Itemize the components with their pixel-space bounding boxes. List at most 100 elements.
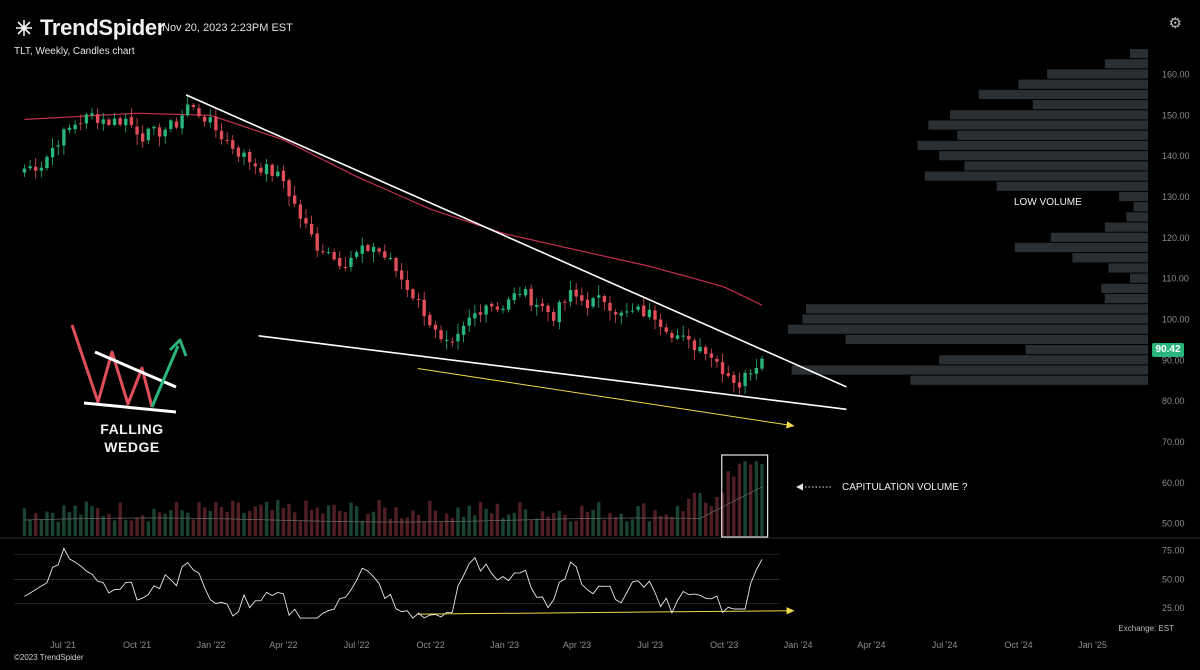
volume-profile-bar <box>928 120 1148 130</box>
volume-bar <box>79 514 83 536</box>
volume-bar <box>56 521 60 536</box>
candle-body <box>34 166 38 171</box>
candle-body <box>687 335 691 340</box>
volume-profile-bar <box>939 355 1148 365</box>
volume-bar <box>399 518 404 536</box>
volume-bar <box>675 505 680 536</box>
candle-body <box>169 120 173 129</box>
candle-body <box>698 346 702 352</box>
volume-bar <box>293 512 297 536</box>
volume-bar <box>749 464 753 536</box>
candle-body <box>642 305 646 317</box>
volume-bar <box>264 501 269 536</box>
price-tick-label: 130.00 <box>1162 192 1190 202</box>
candle-body <box>135 126 139 135</box>
candle-body <box>242 152 246 157</box>
candle-body <box>630 310 635 312</box>
candle-body <box>428 314 432 326</box>
volume-bar <box>461 516 466 536</box>
brand-name: TrendSpider <box>40 15 166 40</box>
price-tick-label: 110.00 <box>1162 274 1189 284</box>
volume-bar <box>326 505 331 536</box>
candle-body <box>22 168 27 173</box>
volume-bar <box>495 503 500 536</box>
candle-body <box>366 244 370 252</box>
candle-body <box>445 339 449 341</box>
volume-profile <box>788 48 1148 385</box>
volume-bar <box>39 519 44 536</box>
volume-bar <box>360 520 364 536</box>
volume-bar <box>506 514 511 536</box>
volume-profile-bar <box>964 161 1148 171</box>
price-tick-label: 70.00 <box>1162 437 1185 447</box>
volume-bar <box>411 510 415 536</box>
volume-profile-bar <box>1072 253 1148 263</box>
volume-bar <box>67 512 72 536</box>
candle-body <box>602 296 607 303</box>
volume-bar <box>338 510 342 536</box>
capitulation-label: CAPITULATION VOLUME ? <box>842 482 968 493</box>
candle-body <box>597 295 601 298</box>
volume-bar <box>456 507 460 536</box>
trendline-lower <box>258 335 847 411</box>
price-tick-label: 100.00 <box>1162 315 1190 325</box>
candle-body <box>112 118 117 125</box>
candle-body <box>276 171 280 177</box>
volume-bar <box>715 496 719 536</box>
candle-body <box>383 251 387 258</box>
candle-body <box>264 164 269 175</box>
rsi-tick-label: 75.00 <box>1162 546 1185 556</box>
volume-bar <box>34 513 38 536</box>
candle-body <box>124 118 128 126</box>
candle-body <box>298 204 303 219</box>
candle-body <box>326 252 331 254</box>
rsi-tick-label: 25.00 <box>1162 603 1185 613</box>
candle-body <box>512 293 516 301</box>
volume-bar <box>687 498 691 536</box>
volume-bar <box>118 502 122 536</box>
candle-body <box>647 309 652 318</box>
exchange-label: Exchange: EST <box>1118 624 1174 633</box>
gear-icon[interactable]: ⚙ <box>1168 15 1182 32</box>
x-tick-label: Apr '23 <box>563 640 591 650</box>
volume-bar <box>270 510 274 536</box>
trendline-upper <box>185 94 847 388</box>
copyright: ©2023 TrendSpider <box>14 653 84 662</box>
volume-bar <box>478 502 483 536</box>
volume-profile-bar <box>939 151 1148 161</box>
candle-body <box>523 289 528 296</box>
candle-body <box>473 313 477 319</box>
candle-body <box>287 180 291 197</box>
candle-body <box>619 312 623 316</box>
candle-body <box>338 257 342 267</box>
price-tick-label: 150.00 <box>1162 110 1190 120</box>
volume-bar <box>630 519 635 536</box>
trendline-arrowhead <box>786 607 795 615</box>
candle-body <box>62 129 66 146</box>
volume-bar <box>450 517 455 536</box>
volume-bar <box>422 521 426 536</box>
volume-profile-bar <box>1104 293 1148 304</box>
x-tick-label: Oct '23 <box>710 640 738 650</box>
volume-bar <box>332 504 336 536</box>
x-tick-label: Apr '24 <box>857 640 885 650</box>
candle-body <box>270 164 274 176</box>
volume-bar <box>197 502 201 536</box>
volume-bar <box>737 463 742 536</box>
candle-body <box>726 373 730 376</box>
candle-body <box>253 163 257 167</box>
volume-bar <box>428 500 432 536</box>
volume-bar <box>95 507 100 536</box>
volume-profile-bar <box>1018 79 1148 89</box>
volume-profile-bar <box>1119 191 1148 202</box>
candle-body <box>56 145 60 147</box>
candle-body <box>50 147 55 158</box>
volume-bar <box>445 513 449 536</box>
candle-body <box>754 367 759 374</box>
volume-bar <box>585 511 590 536</box>
candle-body <box>79 123 83 125</box>
volume-bar <box>169 510 173 536</box>
x-tick-label: Oct '22 <box>417 640 445 650</box>
price-tick-label: 50.00 <box>1162 519 1185 529</box>
